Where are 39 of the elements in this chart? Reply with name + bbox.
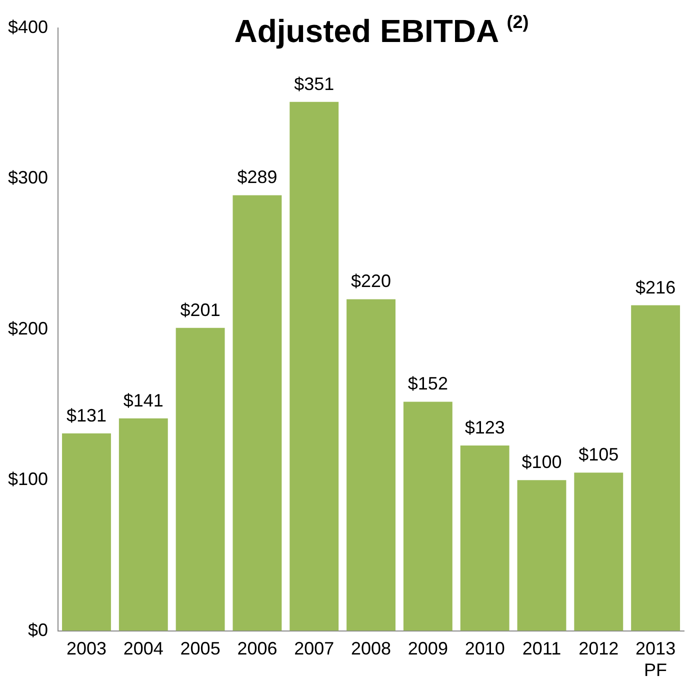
- x-tick-label: 2008: [351, 638, 392, 659]
- bar: [460, 445, 510, 631]
- x-tick-label: 2007: [294, 638, 334, 659]
- data-label: $152: [408, 374, 448, 394]
- bar: [574, 472, 624, 631]
- x-tick-label: 2004: [123, 638, 164, 659]
- x-tick-label: 2009: [408, 638, 448, 659]
- bar: [62, 433, 111, 631]
- y-tick-label: $200: [8, 318, 48, 338]
- y-tick-label: $300: [8, 168, 48, 188]
- y-tick-label: $400: [8, 16, 48, 37]
- data-label: $141: [123, 390, 164, 410]
- x-tick-label: 2006: [237, 638, 278, 659]
- x-tick-label: 2011: [522, 638, 562, 659]
- x-tick-label: 2003: [66, 638, 107, 659]
- bar: [631, 305, 680, 631]
- bar: [176, 328, 225, 631]
- bar: [346, 299, 396, 631]
- bar: [290, 102, 339, 631]
- data-label: $216: [636, 277, 676, 298]
- x-tick-label: 2012: [578, 638, 619, 659]
- data-label: $105: [578, 444, 619, 465]
- bar: [517, 480, 566, 631]
- bar: [232, 195, 282, 631]
- y-tick-label: $0: [28, 620, 48, 640]
- data-label: $220: [351, 271, 392, 292]
- bar: [118, 418, 168, 631]
- data-label: $289: [237, 167, 278, 188]
- bar: [403, 402, 452, 631]
- y-tick-label: $100: [8, 469, 48, 490]
- x-tick-label: 2010: [464, 638, 505, 659]
- data-label: $131: [66, 405, 107, 426]
- data-label: $100: [522, 452, 562, 472]
- chart-title: Adjusted EBITDA $^{(2)}$: [233, 12, 530, 50]
- data-label: $201: [180, 300, 220, 320]
- x-tick-label: 2013 PF: [636, 638, 676, 680]
- data-label: $351: [294, 74, 334, 94]
- data-label: $123: [464, 417, 505, 438]
- x-tick-label: 2005: [180, 638, 220, 659]
